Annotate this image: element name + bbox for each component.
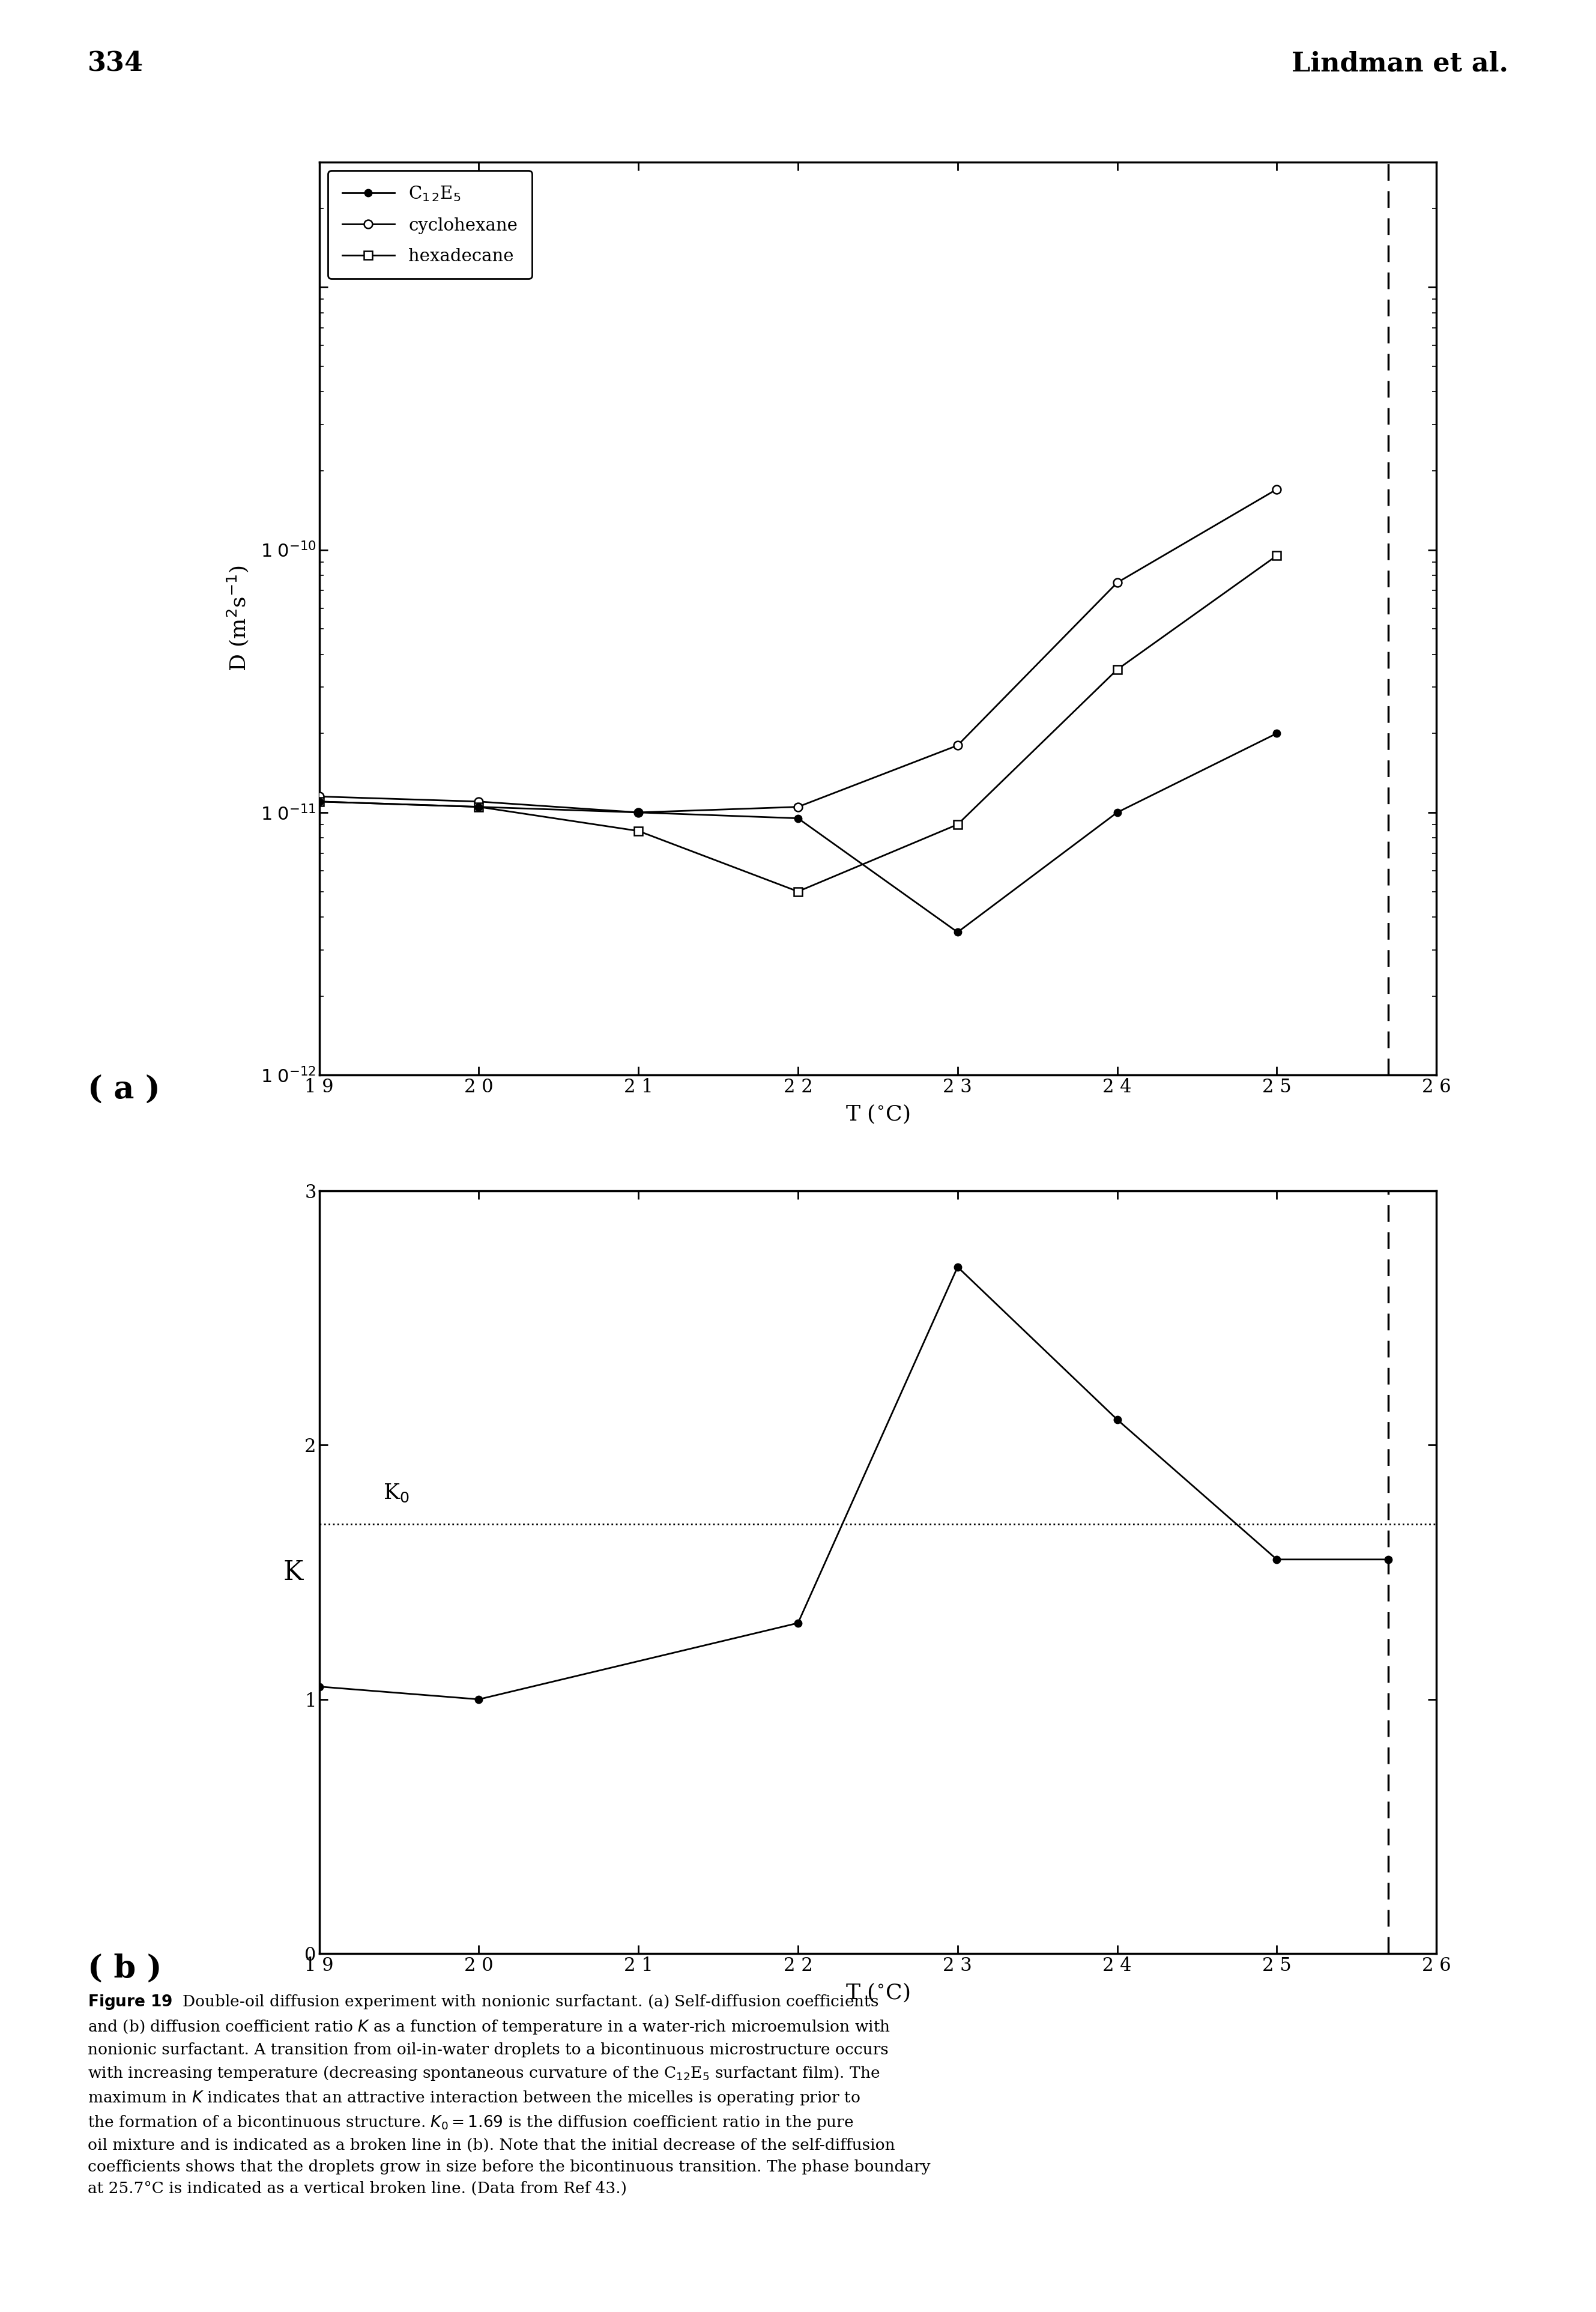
Text: ( a ): ( a ) (88, 1075, 160, 1105)
Text: 334: 334 (88, 51, 144, 76)
Text: $\bf{Figure\ 19}$  Double-oil diffusion experiment with nonionic surfactant. (a): $\bf{Figure\ 19}$ Double-oil diffusion e… (88, 1993, 930, 2196)
Text: ( b ): ( b ) (88, 1954, 161, 1984)
Y-axis label: K: K (282, 1558, 303, 1586)
X-axis label: T ($^{\circ}$C): T ($^{\circ}$C) (846, 1981, 910, 2005)
X-axis label: T ($^{\circ}$C): T ($^{\circ}$C) (846, 1103, 910, 1126)
Text: Lindman et al.: Lindman et al. (1291, 51, 1508, 76)
Y-axis label: D (m$^2$s$^{-1}$): D (m$^2$s$^{-1}$) (225, 566, 251, 670)
Text: K$_{0}$: K$_{0}$ (383, 1482, 409, 1503)
Legend: C$_{1\,2}$E$_{5}$, cyclohexane, hexadecane: C$_{1\,2}$E$_{5}$, cyclohexane, hexadeca… (327, 171, 531, 280)
